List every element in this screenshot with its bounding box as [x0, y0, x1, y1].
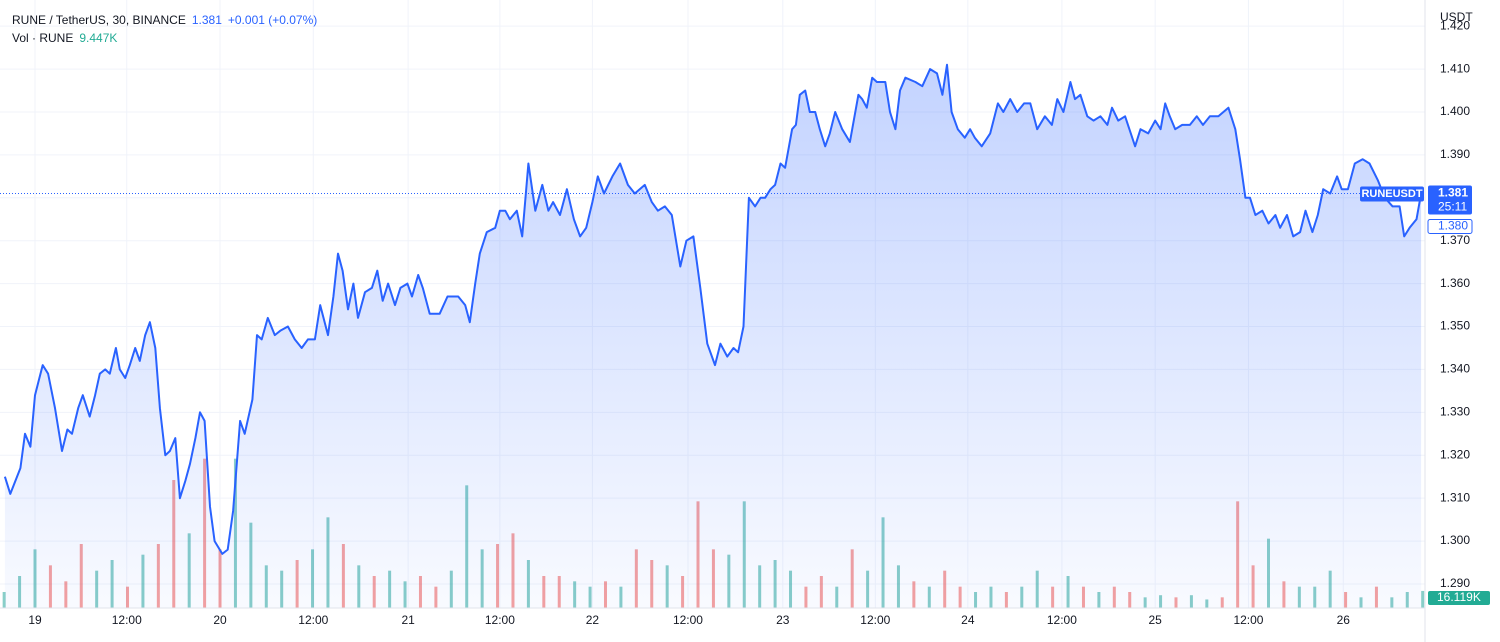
last-price-box: [1428, 185, 1472, 215]
volume-bar: [1421, 590, 1425, 608]
y-tick-label: 1.310: [1440, 490, 1470, 504]
y-tick-label: 1.320: [1440, 447, 1470, 461]
price-line: [3, 63, 1423, 555]
x-tick-label: 12:00: [860, 613, 890, 627]
x-tick-label: 26: [1337, 613, 1351, 627]
y-tick-label: 1.290: [1440, 576, 1470, 590]
close-marker-label: 1.380: [1438, 219, 1468, 233]
x-tick-label: 20: [213, 613, 227, 627]
volume-last: 9.447K: [79, 31, 118, 45]
volume-title: Vol · RUNE: [12, 31, 74, 45]
y-tick-label: 1.420: [1440, 18, 1470, 32]
legend: RUNE / TetherUS, 30, BINANCE 1.381 +0.001 …: [12, 11, 323, 47]
symbol-title: RUNE / TetherUS, 30, BINANCE: [12, 13, 186, 27]
last-price-label: 1.381: [1438, 186, 1468, 200]
y-tick-label: 1.410: [1440, 61, 1470, 75]
volume-row: Vol · RUNE 9.447K: [12, 29, 323, 47]
y-tick-label: 1.400: [1440, 104, 1470, 118]
y-tick-label: 1.390: [1440, 147, 1470, 161]
last-price: 1.381: [191, 13, 222, 27]
x-tick-label: 12:00: [1047, 613, 1077, 627]
volume-last-label: 16.119K: [1437, 590, 1481, 604]
x-tick-label: 19: [28, 613, 42, 627]
x-tick-label: 21: [401, 613, 415, 627]
symbol-label: RUNEUSDT: [1361, 188, 1422, 200]
y-tick-label: 1.370: [1440, 233, 1470, 247]
y-tick-label: 1.300: [1440, 533, 1470, 547]
x-tick-label: 12:00: [1233, 613, 1263, 627]
y-tick-label: 1.350: [1440, 319, 1470, 333]
y-tick-label: 1.330: [1440, 405, 1470, 419]
y-unit: USDT: [1440, 10, 1473, 24]
x-tick-label: 23: [776, 613, 790, 627]
x-tick-label: 22: [586, 613, 600, 627]
symbol-label-box: [1360, 186, 1424, 202]
y-tick-label: 1.360: [1440, 276, 1470, 290]
x-tick-label: 12:00: [112, 613, 142, 627]
volume-bar: [2, 592, 6, 608]
x-tick-label: 12:00: [485, 613, 515, 627]
symbol-row: RUNE / TetherUS, 30, BINANCE 1.381 +0.001 …: [12, 11, 323, 29]
y-tick-label: 1.340: [1440, 362, 1470, 376]
x-tick-label: 24: [961, 613, 975, 627]
x-tick-label: 25: [1148, 613, 1162, 627]
price-area: [4, 64, 1422, 609]
x-tick-label: 12:00: [298, 613, 328, 627]
volume-last-box: [1428, 591, 1490, 605]
close-marker-box: [1427, 219, 1473, 235]
countdown-label: 25:11: [1438, 200, 1467, 214]
price-change: +0.001 (+0.07%): [227, 13, 318, 27]
x-tick-label: 12:00: [673, 613, 703, 627]
